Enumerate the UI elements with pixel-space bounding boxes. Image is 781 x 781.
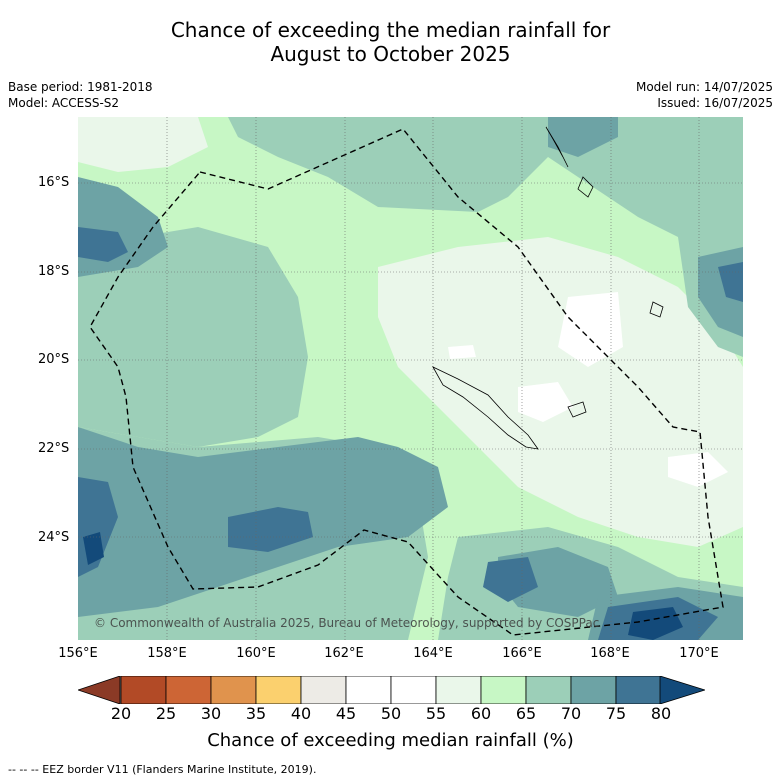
- rainfall-map: © Commonwealth of Australia 2025, Bureau…: [78, 117, 743, 640]
- lat-label-16s: 16°S: [38, 175, 70, 190]
- colorbar-cell: [570, 676, 617, 704]
- zone-65-70-ne: [548, 117, 743, 247]
- cbar-tick-25: 25: [155, 704, 177, 723]
- colorbar-high-arrow: [659, 676, 705, 704]
- cbar-tick-50: 50: [380, 704, 402, 723]
- colorbar-cell: [255, 676, 302, 704]
- model-run: Model run: 14/07/2025: [635, 80, 773, 94]
- cbar-tick-30: 30: [200, 704, 222, 723]
- zone-65-70-north: [228, 117, 548, 212]
- colorbar-cell: [120, 676, 167, 704]
- zone-75-80-se: [483, 557, 538, 602]
- cbar-tick-80: 80: [650, 704, 672, 723]
- lon-label-166e: 166°E: [502, 646, 542, 661]
- coastlines: [432, 126, 664, 450]
- colorbar-cell: [480, 676, 527, 704]
- lat-label-24s: 24°S: [38, 530, 70, 545]
- colorbar-label: Chance of exceeding median rainfall (%): [207, 730, 574, 751]
- run-info: Model run: 14/07/2025 Issued: 16/07/2025: [636, 79, 773, 111]
- colorbar-cell: [345, 676, 392, 704]
- zone-55-60-north: [78, 117, 208, 172]
- cbar-tick-65: 65: [515, 704, 537, 723]
- new-caledonia-coast: [432, 366, 539, 450]
- gridlines: [78, 117, 743, 640]
- cbar-tick-45: 45: [335, 704, 357, 723]
- zone-75-80-nw: [78, 227, 128, 262]
- map-svg: [78, 117, 743, 640]
- lat-label-20s: 20°S: [38, 352, 70, 367]
- colorbar-cells: [120, 676, 662, 704]
- colorbar-cell: [300, 676, 347, 704]
- lat-label-22s: 22°S: [38, 441, 70, 456]
- model-name: Model: ACCESS-S2: [8, 96, 120, 110]
- colorbar-cell: [165, 676, 212, 704]
- lon-label-156e: 156°E: [58, 646, 98, 661]
- cbar-tick-20: 20: [110, 704, 132, 723]
- lon-label-160e: 160°E: [236, 646, 276, 661]
- cbar-tick-55: 55: [425, 704, 447, 723]
- zone-45-55-c: [668, 452, 728, 487]
- zone-80-plus-s: [628, 607, 683, 640]
- colorbar-cell: [435, 676, 482, 704]
- cbar-tick-75: 75: [605, 704, 627, 723]
- lon-label-162e: 162°E: [324, 646, 364, 661]
- eez-legend-note: -- -- -- EEZ border V11 (Flanders Marine…: [8, 763, 317, 776]
- chart-title: Chance of exceeding the median rainfall …: [0, 18, 781, 66]
- copyright-notice: © Commonwealth of Australia 2025, Bureau…: [94, 616, 600, 630]
- colorbar-low-arrow: [78, 676, 121, 704]
- zone-80-plus-sw: [83, 532, 104, 565]
- issued-date: Issued: 16/07/2025: [657, 96, 773, 110]
- base-period: Base period: 1981-2018: [8, 80, 153, 94]
- cbar-tick-60: 60: [470, 704, 492, 723]
- zone-45-55-a: [558, 292, 623, 367]
- colorbar-cell: [615, 676, 662, 704]
- zone-75-80-e: [718, 262, 743, 302]
- island-east: [649, 301, 664, 318]
- colorbar-cell: [390, 676, 437, 704]
- lon-label-168e: 168°E: [590, 646, 630, 661]
- eez-border: [89, 128, 724, 636]
- zone-75-80-s: [228, 507, 313, 552]
- zone-45-55-d: [448, 345, 476, 359]
- vanuatu-islands: [577, 176, 594, 198]
- loyalty-islands: [567, 401, 587, 418]
- lon-label-170e: 170°E: [679, 646, 719, 661]
- lon-label-164e: 164°E: [413, 646, 453, 661]
- zone-70-75-ne: [548, 117, 618, 157]
- zone-45-55-b: [518, 382, 573, 422]
- colorbar: [78, 676, 705, 704]
- colorbar-cell: [210, 676, 257, 704]
- model-info: Base period: 1981-2018 Model: ACCESS-S2: [8, 79, 153, 111]
- cbar-tick-35: 35: [245, 704, 267, 723]
- lat-label-18s: 18°S: [38, 264, 70, 279]
- lon-label-158e: 158°E: [147, 646, 187, 661]
- colorbar-cell: [525, 676, 572, 704]
- cbar-tick-40: 40: [290, 704, 312, 723]
- zone-65-70-west: [78, 227, 308, 447]
- title-line-1: Chance of exceeding the median rainfall …: [170, 18, 611, 42]
- vanuatu-coast: [545, 126, 569, 168]
- cbar-tick-70: 70: [560, 704, 582, 723]
- title-line-2: August to October 2025: [270, 42, 511, 66]
